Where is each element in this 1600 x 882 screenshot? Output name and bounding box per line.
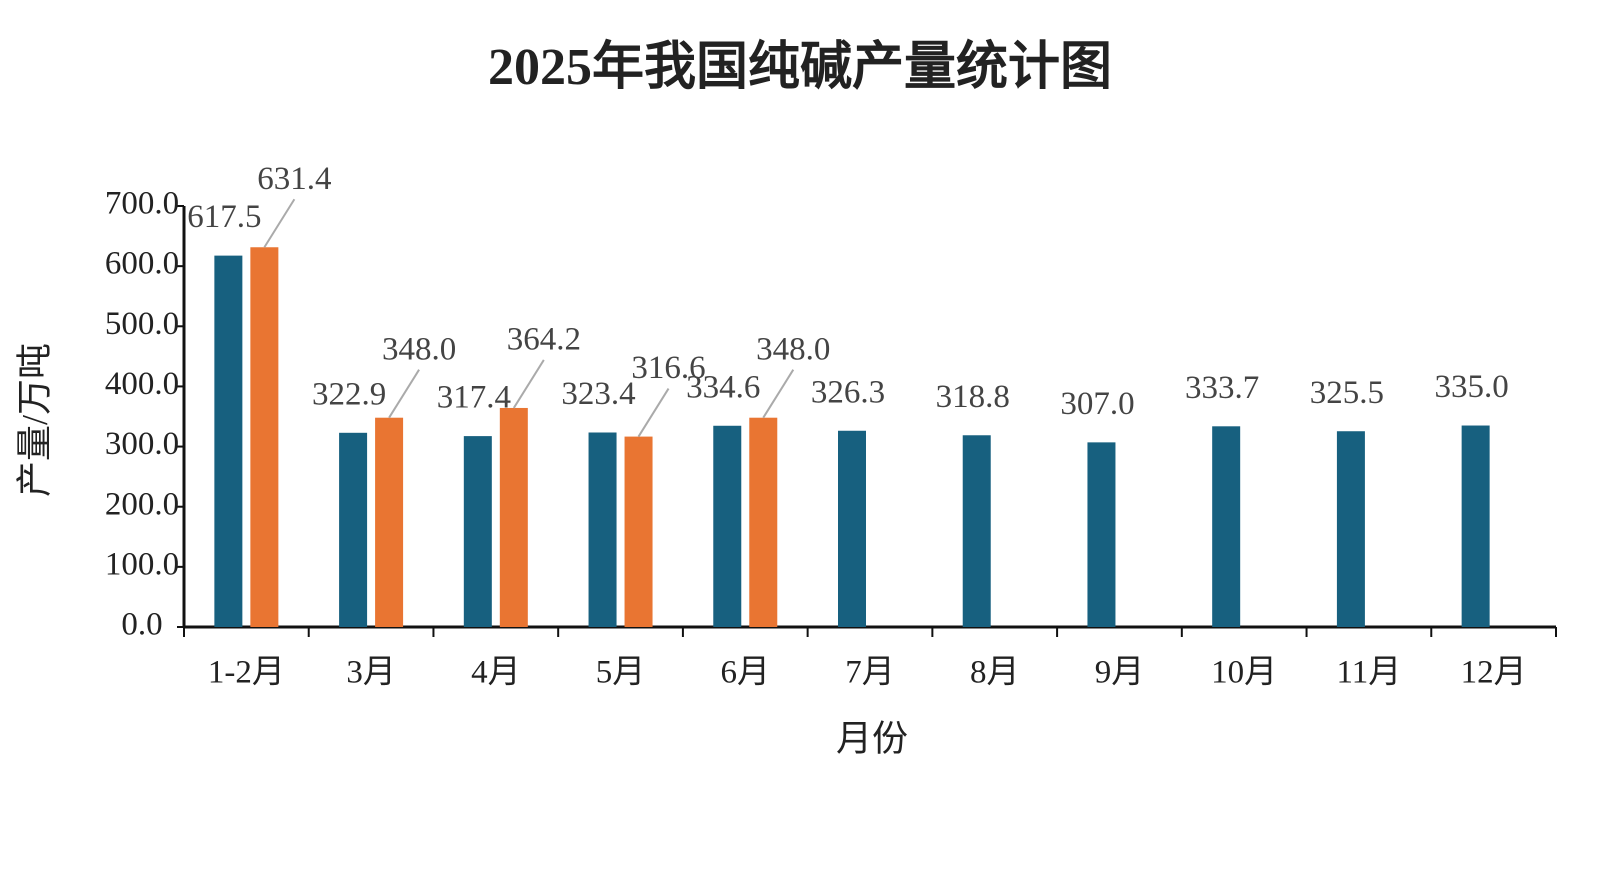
bar: [713, 425, 742, 627]
x-tick-label: 8月: [970, 655, 1020, 691]
x-tick-label: 10月: [1211, 655, 1277, 691]
data-label: 364.2: [507, 322, 581, 358]
data-label: 318.8: [936, 379, 1010, 415]
x-tick-label: 9月: [1095, 655, 1145, 691]
bar: [962, 435, 991, 627]
bar: [250, 247, 279, 627]
x-tick-label: 4月: [471, 655, 521, 691]
bar: [499, 407, 528, 627]
x-tick-label: 3月: [346, 655, 396, 691]
leader-line: [388, 369, 420, 419]
data-label: 322.9: [312, 376, 386, 412]
bar: [624, 436, 653, 627]
y-tick-label: 700.0: [105, 186, 179, 222]
bar: [1212, 426, 1241, 627]
data-label: 316.6: [631, 350, 705, 386]
data-label: 326.3: [811, 374, 885, 410]
y-tick-label: 200.0: [105, 486, 179, 522]
data-label: 348.0: [756, 331, 830, 367]
data-label: 333.7: [1185, 370, 1259, 406]
bar: [1087, 442, 1116, 627]
bar: [339, 432, 368, 627]
leader-line: [637, 388, 670, 438]
x-axis-title: 月份: [836, 718, 908, 758]
bar: [749, 417, 778, 627]
y-tick-label: 300.0: [105, 426, 179, 462]
data-label: 617.5: [187, 199, 261, 235]
x-tick-label: 11月: [1337, 655, 1402, 691]
data-label: 323.4: [561, 376, 635, 412]
x-tick-label: 7月: [845, 655, 895, 691]
leader-line: [512, 359, 545, 409]
bar: [214, 255, 243, 627]
bar: [838, 430, 866, 627]
bar: [588, 432, 617, 627]
x-tick-label: 1-2月: [208, 655, 285, 691]
bar: [463, 436, 492, 627]
y-tick-label: 400.0: [105, 366, 179, 402]
leader-line: [762, 369, 795, 419]
bar: [1336, 431, 1365, 627]
y-tick-label: 600.0: [105, 246, 179, 282]
bar: [375, 417, 404, 627]
y-tick-label: 100.0: [105, 546, 179, 582]
data-label: 348.0: [382, 331, 456, 367]
data-label: 631.4: [257, 161, 331, 197]
x-tick-label: 12月: [1461, 655, 1527, 691]
bar: [1461, 425, 1490, 627]
data-label: 325.5: [1310, 375, 1384, 411]
data-label: 335.0: [1435, 369, 1509, 405]
y-tick-label: 0.0: [121, 607, 162, 643]
data-label: 307.0: [1060, 386, 1134, 422]
chart-title: 2025年我国纯碱产量统计图: [488, 38, 1112, 96]
data-label: 334.6: [686, 369, 760, 405]
data-label: 317.4: [437, 380, 511, 416]
x-tick-label: 5月: [596, 655, 646, 691]
y-tick-label: 500.0: [105, 306, 179, 342]
y-axis-title: 产量/万吨: [14, 343, 54, 497]
leader-line: [263, 198, 296, 248]
x-tick-label: 6月: [721, 655, 771, 691]
